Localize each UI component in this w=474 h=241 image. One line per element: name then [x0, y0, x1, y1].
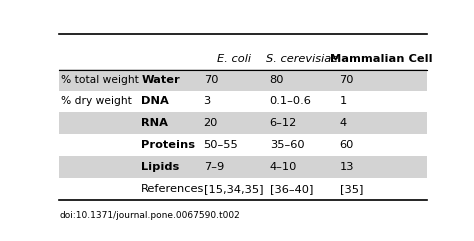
- Text: E. coli: E. coli: [217, 54, 251, 64]
- Text: DNA: DNA: [141, 96, 169, 107]
- Text: 50–55: 50–55: [204, 140, 238, 150]
- Text: Mammalian Cell: Mammalian Cell: [330, 54, 433, 64]
- Text: 7–9: 7–9: [204, 162, 224, 172]
- Text: 13: 13: [339, 162, 354, 172]
- Text: RNA: RNA: [141, 118, 168, 128]
- Text: S. cerevisiae: S. cerevisiae: [265, 54, 338, 64]
- Bar: [59, 156, 427, 178]
- Text: [35]: [35]: [339, 184, 363, 194]
- Text: Proteins: Proteins: [141, 140, 195, 150]
- Text: Lipids: Lipids: [141, 162, 180, 172]
- Text: 70: 70: [339, 74, 354, 85]
- Text: 4: 4: [339, 118, 346, 128]
- Text: 0.1–0.6: 0.1–0.6: [270, 96, 311, 107]
- Text: 35–60: 35–60: [270, 140, 304, 150]
- Text: 70: 70: [204, 74, 218, 85]
- Text: [36–40]: [36–40]: [270, 184, 313, 194]
- Bar: [59, 69, 427, 91]
- Text: 60: 60: [339, 140, 354, 150]
- Text: 80: 80: [270, 74, 284, 85]
- Text: 20: 20: [204, 118, 218, 128]
- Text: % total weight: % total weight: [61, 74, 139, 85]
- Text: 6–12: 6–12: [270, 118, 297, 128]
- Text: % dry weight: % dry weight: [61, 96, 132, 107]
- Text: 1: 1: [339, 96, 347, 107]
- Text: 4–10: 4–10: [270, 162, 297, 172]
- Text: References: References: [141, 184, 205, 194]
- Text: doi:10.1371/journal.pone.0067590.t002: doi:10.1371/journal.pone.0067590.t002: [59, 211, 240, 220]
- Text: Water: Water: [141, 74, 180, 85]
- Text: 3: 3: [204, 96, 211, 107]
- Text: [15,34,35]: [15,34,35]: [204, 184, 263, 194]
- Bar: [59, 112, 427, 134]
